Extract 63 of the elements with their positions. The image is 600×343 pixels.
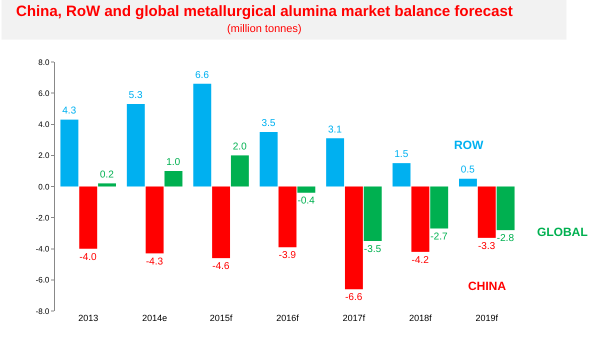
x-tick-label: 2018f (409, 313, 432, 323)
data-label: 4.3 (62, 106, 77, 117)
bar (297, 186, 316, 193)
bar (98, 183, 116, 186)
y-tick-label: -8.0 (36, 306, 50, 316)
bar (278, 186, 296, 248)
x-tick-label: 2016f (276, 313, 300, 323)
data-label: -3.5 (364, 244, 382, 255)
x-tick-label: 2019f (476, 313, 499, 323)
y-tick-label: 4.0 (38, 120, 50, 130)
data-label: 3.1 (328, 124, 342, 136)
series-label: GLOBAL (537, 225, 588, 239)
bar (230, 155, 249, 186)
bar (60, 120, 78, 186)
y-tick-label: 0.0 (38, 182, 50, 192)
data-label: 0.2 (100, 169, 114, 180)
data-label: -4.0 (79, 252, 98, 263)
data-label: 5.3 (128, 90, 143, 102)
text: CHINA (468, 279, 506, 293)
data-label: 0.5 (460, 164, 476, 176)
y-tick-label: 6.0 (38, 88, 50, 98)
data-label: -4.6 (212, 261, 230, 272)
bar (459, 178, 477, 186)
bar (193, 84, 212, 186)
data-label: 2.0 (232, 141, 248, 152)
bar (411, 186, 430, 252)
x-tick-label: 2014e (142, 313, 168, 323)
chart-subtitle: (million tonnes) (227, 23, 302, 35)
x-tick-label: 2013 (78, 313, 98, 323)
bar (392, 163, 410, 186)
bar (364, 186, 382, 241)
y-tick-label: 8.0 (38, 58, 50, 67)
bar (496, 186, 515, 230)
bar (326, 138, 344, 186)
data-label: 1.5 (394, 149, 409, 160)
data-label: -3.9 (278, 250, 296, 262)
data-label: -2.7 (430, 232, 448, 243)
data-label: -4.3 (146, 256, 164, 268)
data-label: -6.6 (345, 292, 363, 304)
data-label: -3.3 (478, 240, 496, 252)
bar (126, 104, 145, 186)
data-label: -2.8 (496, 233, 514, 244)
y-tick-label: 2.0 (38, 151, 50, 160)
bar (260, 132, 278, 186)
data-label: 1.0 (166, 156, 181, 168)
bar (79, 186, 98, 249)
bar (344, 186, 363, 290)
x-tick-label: 2015f (210, 313, 233, 323)
y-tick-label: -6.0 (36, 276, 50, 285)
bar (146, 186, 164, 254)
x-tick-label: 2017f (342, 313, 366, 323)
bar (430, 186, 448, 229)
chart-title: China, RoW and global metallurgical alumina market balance forecast (16, 3, 513, 20)
text: ROW (454, 138, 484, 152)
data-label: 3.5 (262, 118, 276, 130)
y-tick-label: -4.0 (36, 244, 50, 254)
bar (164, 170, 182, 186)
data-label: -0.4 (297, 196, 316, 207)
data-label: 6.6 (195, 70, 210, 81)
y-tick-label: -2.0 (36, 213, 50, 222)
data-label: -4.2 (412, 254, 430, 266)
bar (478, 186, 496, 238)
bar (212, 186, 230, 258)
